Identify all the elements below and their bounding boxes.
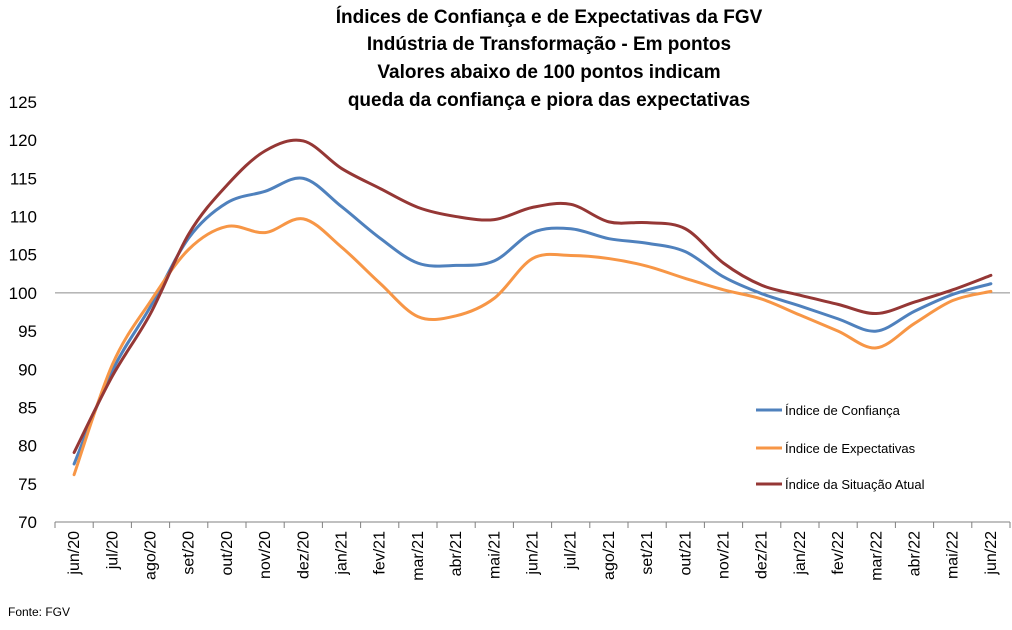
x-tick-label: jul/21 — [563, 531, 580, 570]
y-tick-label: 85 — [18, 398, 37, 417]
x-tick-label: abr/21 — [448, 531, 465, 576]
x-tick-label: fev/21 — [372, 531, 389, 575]
legend-label: Índice da Situação Atual — [785, 477, 925, 492]
y-tick-label: 100 — [9, 284, 37, 303]
x-tick-label: mai/22 — [945, 531, 962, 579]
series-group — [72, 138, 993, 477]
y-tick-label: 70 — [18, 513, 37, 532]
x-tick-label: mai/21 — [486, 531, 503, 579]
y-tick-label: 115 — [10, 169, 37, 188]
source-note: Fonte: FGV — [8, 605, 70, 619]
y-axis: 70 75 80 85 90 95 100 105 110 115 120 125 — [9, 93, 37, 532]
x-tick-label: fev/22 — [830, 531, 847, 575]
y-tick-label: 75 — [18, 475, 37, 494]
x-tick-label: set/20 — [181, 531, 198, 575]
x-tick-label: mar/22 — [868, 531, 885, 581]
x-axis: jun/20 jul/20 ago/20 set/20 out/20 nov/20 dez/… — [54, 521, 1011, 581]
chart-title-line-2: Indústria de Transformação - Em pontos — [367, 34, 731, 55]
x-tick-label: nov/20 — [257, 531, 274, 579]
chart-title-line-1: Índices de Confiança e de Expectativas d… — [336, 6, 763, 28]
x-tick-label: mar/21 — [410, 531, 427, 581]
legend-label: Índice de Confiança — [785, 403, 901, 418]
x-tick-label: set/21 — [639, 531, 656, 575]
y-tick-label: 105 — [9, 246, 37, 265]
x-tick-label: out/21 — [677, 531, 694, 576]
legend-label: Índice de Expectativas — [785, 441, 916, 456]
x-tick-label: dez/21 — [754, 531, 771, 579]
x-tick-label: jan/22 — [792, 531, 809, 576]
chart-title-line-3: Valores abaixo de 100 pontos indicam — [377, 62, 720, 83]
series-situacao-atual-line — [72, 138, 993, 455]
legend: Índice de Confiança Índice de Expectativa… — [756, 403, 925, 492]
x-tick-label: nov/21 — [716, 531, 733, 579]
y-tick-label: 120 — [9, 131, 37, 150]
x-tick-label: dez/20 — [295, 531, 312, 579]
x-tick-label: jun/22 — [983, 531, 1000, 576]
x-tick-label: jan/21 — [334, 531, 351, 576]
series-confianca-line — [72, 176, 993, 466]
x-tick-label: abr/22 — [907, 531, 924, 576]
y-tick-label: 80 — [18, 437, 37, 456]
y-tick-label: 125 — [9, 93, 37, 112]
x-tick-label: jun/21 — [525, 531, 542, 576]
y-tick-label: 95 — [18, 322, 37, 341]
x-tick-label: out/20 — [219, 531, 236, 576]
x-tick-label: ago/21 — [601, 531, 618, 580]
x-tick-label: jun/20 — [66, 531, 83, 576]
x-tick-label: jul/20 — [104, 531, 121, 570]
x-tick-label: ago/20 — [143, 531, 160, 580]
y-tick-label: 110 — [10, 208, 37, 227]
series-expectativas-line — [72, 217, 993, 477]
y-tick-label: 90 — [18, 360, 37, 379]
chart-title-line-4: queda da confiança e piora das expectati… — [348, 90, 750, 111]
chart-title: Índices de Confiança e de Expectativas d… — [336, 6, 763, 111]
